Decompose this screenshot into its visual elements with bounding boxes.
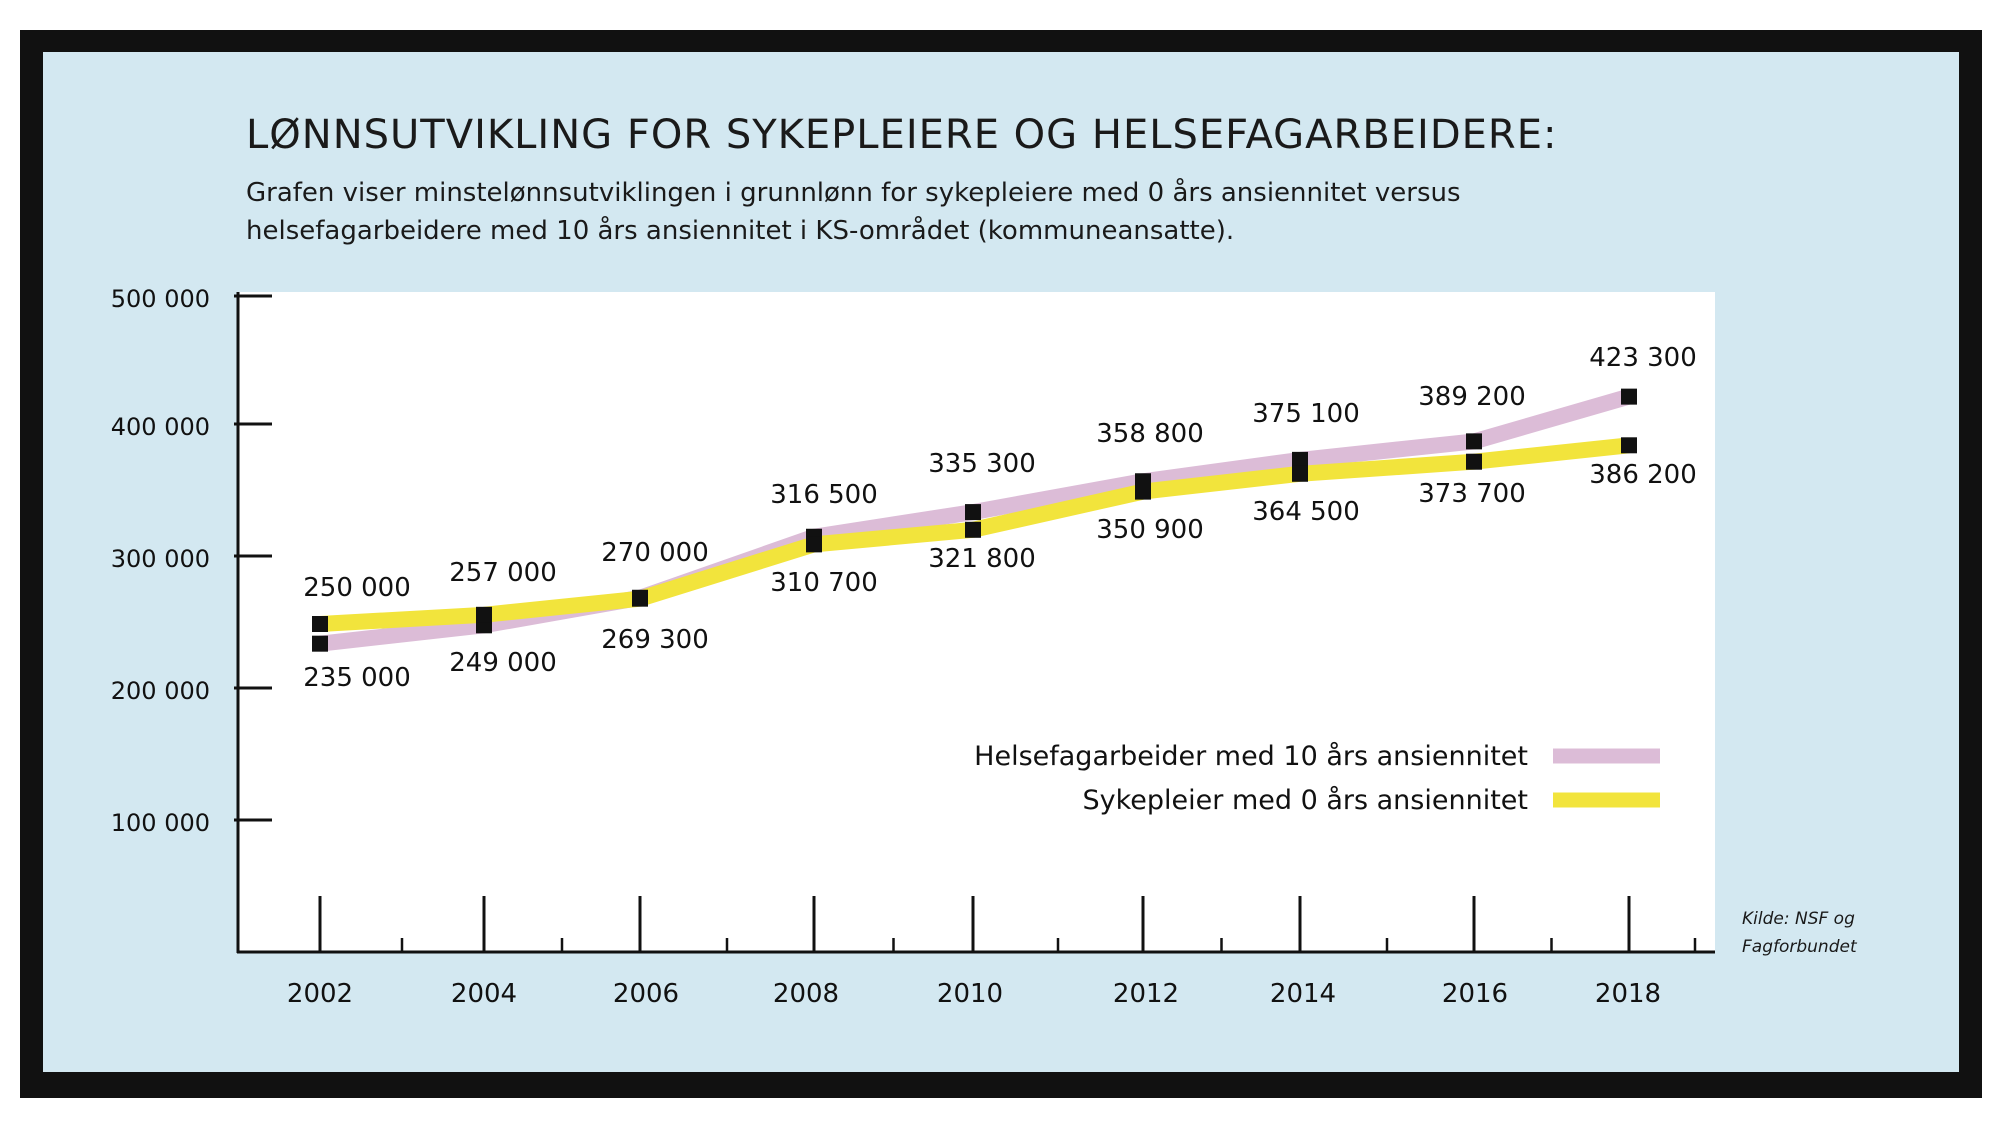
syke-point-marker (632, 590, 648, 607)
syke-point-marker (476, 606, 492, 623)
chart-subtitle: Grafen viser minstelønnsutviklingen i gr… (246, 174, 1461, 250)
syke-data-label: 321 800 (928, 544, 1036, 574)
syke-data-label: 269 300 (601, 625, 709, 655)
syke-data-label: 310 700 (770, 568, 878, 598)
helse-data-label: 270 000 (601, 538, 709, 568)
y-tick-label: 400 000 (111, 413, 210, 441)
y-tick-label: 100 000 (111, 809, 210, 837)
syke-point-marker (1135, 483, 1151, 500)
x-tick-label: 2014 (1270, 979, 1336, 1009)
helse-data-label: 389 200 (1418, 382, 1526, 412)
helse-point-marker (1292, 451, 1308, 468)
syke-data-label: 386 200 (1589, 460, 1697, 490)
y-tick-label: 200 000 (111, 677, 210, 705)
syke-point-marker (965, 521, 981, 538)
helse-point-marker (1621, 388, 1637, 405)
x-tick-label: 2018 (1595, 979, 1661, 1009)
helse-data-label: 249 000 (449, 648, 557, 678)
syke-point-marker (1466, 453, 1482, 470)
syke-data-label: 250 000 (303, 573, 411, 603)
x-tick-label: 2002 (287, 979, 353, 1009)
helse-data-label: 375 100 (1252, 399, 1360, 429)
y-tick-label: 300 000 (111, 545, 210, 573)
x-tick-label: 2010 (937, 979, 1003, 1009)
x-tick-label: 2012 (1113, 979, 1179, 1009)
x-tick-label: 2008 (773, 979, 839, 1009)
helse-data-label: 335 300 (928, 449, 1036, 479)
source-line-1: Kilde: NSF og (1742, 909, 1855, 929)
x-tick-label: 2004 (451, 979, 517, 1009)
syke-point-marker (806, 536, 822, 553)
syke-point-marker (1621, 437, 1637, 454)
subtitle-line-2: helsefagarbeidere med 10 års ansiennitet… (246, 216, 1235, 246)
helse-point-marker (1466, 433, 1482, 450)
source-line-2: Fagforbundet (1742, 937, 1857, 957)
helse-data-label: 235 000 (303, 663, 411, 693)
y-tick-label: 500 000 (111, 285, 210, 313)
helse-data-label: 423 300 (1589, 343, 1697, 373)
helse-point-marker (312, 635, 328, 652)
syke-data-label: 257 000 (449, 558, 557, 588)
legend-label-helse: Helsefagarbeider med 10 års ansiennitet (974, 741, 1528, 772)
helse-data-label: 358 800 (1096, 419, 1204, 449)
syke-data-label: 364 500 (1252, 497, 1360, 527)
syke-point-marker (312, 616, 328, 632)
subtitle-line-1: Grafen viser minstelønnsutviklingen i gr… (246, 178, 1461, 208)
syke-data-label: 373 700 (1418, 479, 1526, 509)
syke-point-marker (1292, 465, 1308, 482)
chart-title: LØNNSUTVIKLING FOR SYKEPLEIERE OG HELSEF… (246, 112, 1558, 158)
syke-data-label: 350 900 (1096, 515, 1204, 545)
x-tick-label: 2006 (613, 979, 679, 1009)
source-note: Kilde: NSF og Fagforbundet (1742, 905, 1857, 961)
helse-point-marker (965, 504, 981, 521)
x-tick-label: 2016 (1442, 979, 1508, 1009)
legend-label-syke: Sykepleier med 0 års ansiennitet (1083, 785, 1529, 816)
helse-data-label: 316 500 (770, 480, 878, 510)
